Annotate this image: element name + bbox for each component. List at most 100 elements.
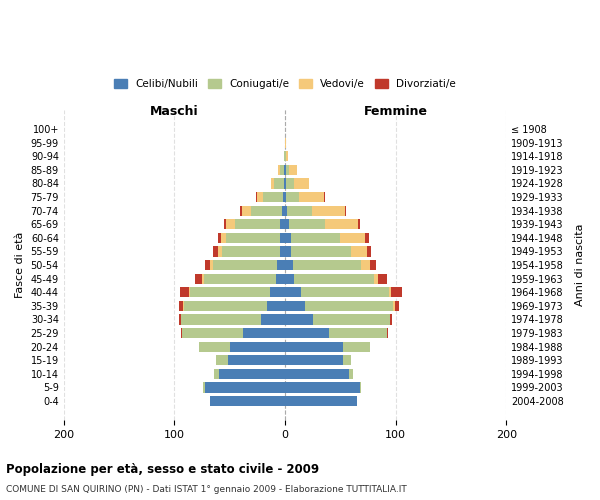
Text: Popolazione per età, sesso e stato civile - 2009: Popolazione per età, sesso e stato civil… [6,462,319,475]
Bar [284,151,285,162]
Bar [251,206,282,216]
Bar [268,301,285,311]
Bar [340,233,365,243]
Bar [394,301,395,311]
Bar [289,219,325,230]
Bar [285,151,286,162]
Bar [227,355,285,366]
Bar [282,206,285,216]
Bar [290,233,340,243]
Bar [213,246,218,256]
Bar [283,192,285,202]
Bar [179,301,183,311]
Bar [235,219,280,230]
Text: Maschi: Maschi [150,105,199,118]
Bar [196,274,202,284]
Bar [365,233,369,243]
Y-axis label: Fasce di età: Fasce di età [15,232,25,298]
Bar [285,287,301,298]
Bar [361,260,370,270]
Bar [190,287,269,298]
Bar [349,369,353,379]
Bar [285,260,293,270]
Bar [182,328,243,338]
Bar [294,178,310,188]
Bar [280,165,284,175]
Bar [367,246,371,256]
Bar [284,178,285,188]
Bar [285,192,286,202]
Bar [286,178,294,188]
Bar [305,301,394,311]
Bar [324,192,325,202]
Bar [285,219,289,230]
Bar [221,233,226,243]
Bar [180,287,189,298]
Bar [280,233,285,243]
Bar [360,382,361,392]
Bar [218,369,285,379]
Bar [286,192,299,202]
Bar [274,178,284,188]
Bar [301,287,389,298]
Bar [218,233,221,243]
Bar [222,246,280,256]
Bar [287,206,311,216]
Bar [184,301,268,311]
Bar [210,260,213,270]
Bar [293,260,361,270]
Bar [343,342,370,352]
Bar [285,301,305,311]
Bar [285,369,349,379]
Bar [285,355,343,366]
Bar [263,192,283,202]
Bar [230,342,285,352]
Bar [280,246,285,256]
Bar [256,192,257,202]
Bar [257,192,263,202]
Bar [286,151,289,162]
Bar [205,260,210,270]
Bar [329,328,387,338]
Bar [378,274,387,284]
Bar [299,192,324,202]
Bar [325,219,358,230]
Bar [352,246,367,256]
Bar [285,328,329,338]
Bar [260,314,285,324]
Bar [294,274,374,284]
Bar [179,314,181,324]
Bar [285,342,343,352]
Bar [243,328,285,338]
Bar [395,301,399,311]
Bar [271,178,274,188]
Bar [313,314,390,324]
Bar [289,165,297,175]
Bar [277,260,285,270]
Bar [218,246,222,256]
Bar [217,355,227,366]
Bar [285,246,290,256]
Bar [285,165,286,175]
Bar [202,274,204,284]
Bar [181,328,182,338]
Bar [203,382,205,392]
Bar [374,274,378,284]
Bar [285,396,357,406]
Bar [226,233,280,243]
Bar [343,355,352,366]
Bar [278,165,280,175]
Bar [280,219,285,230]
Bar [285,206,287,216]
Bar [285,382,360,392]
Bar [210,396,285,406]
Bar [285,233,290,243]
Bar [390,314,392,324]
Bar [290,246,352,256]
Bar [213,260,277,270]
Bar [199,342,230,352]
Bar [391,287,402,298]
Y-axis label: Anni di nascita: Anni di nascita [575,224,585,306]
Bar [285,138,286,148]
Bar [276,274,285,284]
